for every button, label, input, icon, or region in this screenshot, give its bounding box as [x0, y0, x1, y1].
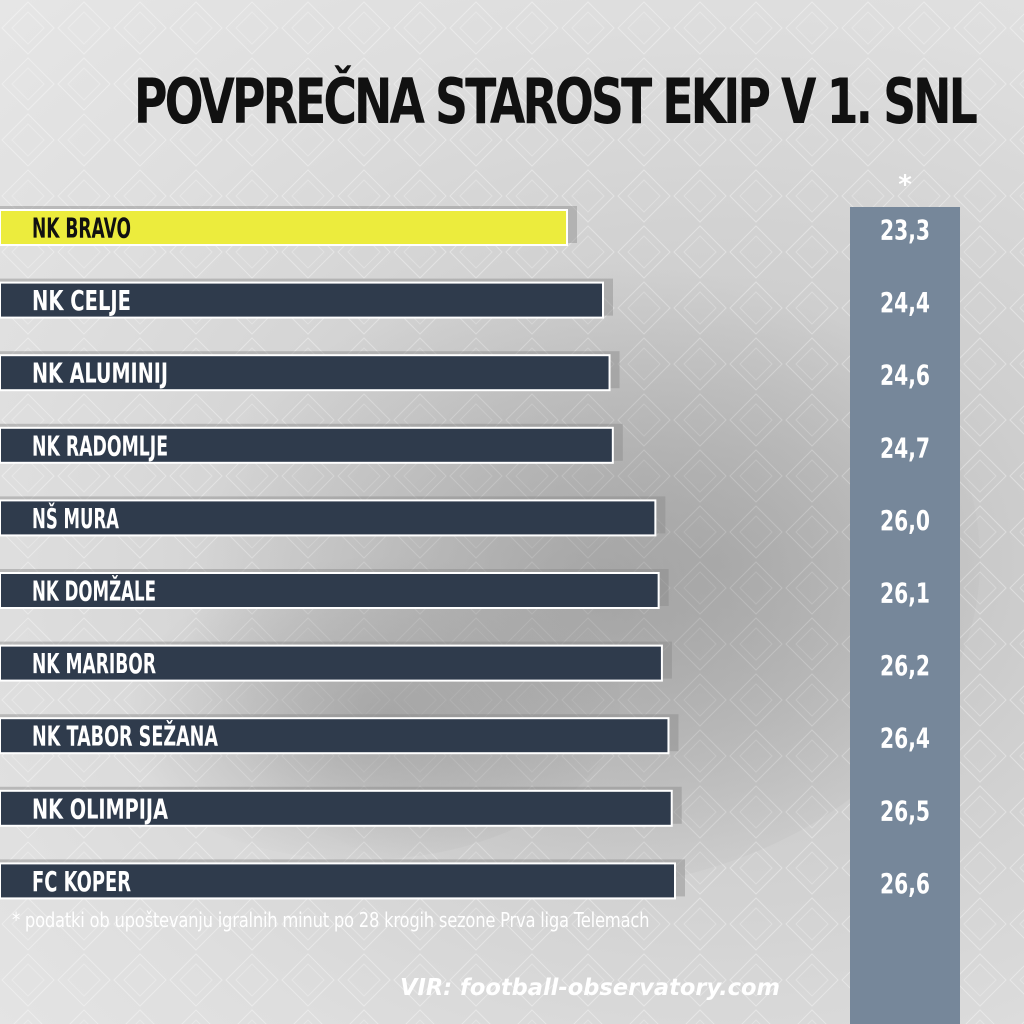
bar-8	[0, 789, 673, 827]
value-label-9: 26,6	[880, 867, 930, 900]
value-column-marker: *	[898, 170, 912, 200]
value-label-5: 26,1	[880, 577, 930, 610]
bar-label-1: NK CELJE	[32, 284, 131, 317]
bar-5	[0, 572, 660, 609]
bar-2	[0, 354, 611, 392]
bar-6	[0, 644, 663, 682]
bar-label-7: NK TABOR SEŽANA	[32, 719, 218, 753]
bar-1	[0, 281, 604, 319]
bar-7	[0, 717, 670, 755]
bar-label-8: NK OLIMPIJA	[32, 792, 168, 825]
bar-label-5: NK DOMŽALE	[32, 574, 156, 608]
bar-label-2: NK ALUMINIJ	[32, 357, 168, 390]
chart-title: POVPREČNA STAROST EKIP V 1. SNL	[133, 65, 978, 138]
value-label-3: 24,7	[880, 431, 930, 464]
source-credit: VIR: football-observatory.com	[400, 975, 780, 1001]
value-label-2: 24,6	[880, 359, 930, 392]
bar-0	[0, 209, 568, 246]
bar-4	[0, 499, 657, 537]
bar-label-4: NŠ MURA	[32, 501, 119, 535]
value-label-4: 26,0	[880, 504, 930, 537]
bar-9	[0, 862, 676, 900]
value-label-8: 26,5	[880, 794, 930, 827]
bar-label-0: NK BRAVO	[32, 212, 131, 245]
value-label-6: 26,2	[880, 649, 930, 682]
footnote: * podatki ob upoštevanju igralnih minut …	[12, 908, 650, 932]
value-label-1: 24,4	[880, 286, 930, 319]
bar-label-9: FC KOPER	[32, 865, 131, 898]
value-column-background	[850, 207, 960, 1024]
value-label-0: 23,3	[880, 214, 930, 247]
value-label-7: 26,4	[880, 722, 930, 755]
bar-label-6: NK MARIBOR	[32, 647, 156, 680]
bar-3	[0, 426, 614, 464]
bar-label-3: NK RADOMLJE	[32, 429, 168, 462]
